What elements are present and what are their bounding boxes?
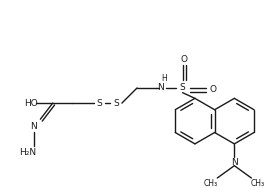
Text: N: N: [30, 122, 37, 131]
Text: H: H: [162, 74, 168, 83]
Text: O: O: [209, 85, 216, 94]
Text: N: N: [157, 83, 164, 92]
Text: CH₃: CH₃: [251, 179, 265, 188]
Text: N: N: [231, 158, 238, 167]
Text: HO: HO: [24, 99, 38, 108]
Text: O: O: [181, 55, 188, 64]
Text: S: S: [180, 83, 186, 92]
Text: CH₃: CH₃: [204, 179, 218, 188]
Text: S: S: [113, 99, 119, 108]
Text: S: S: [96, 99, 102, 108]
Text: H₂N: H₂N: [19, 148, 37, 157]
